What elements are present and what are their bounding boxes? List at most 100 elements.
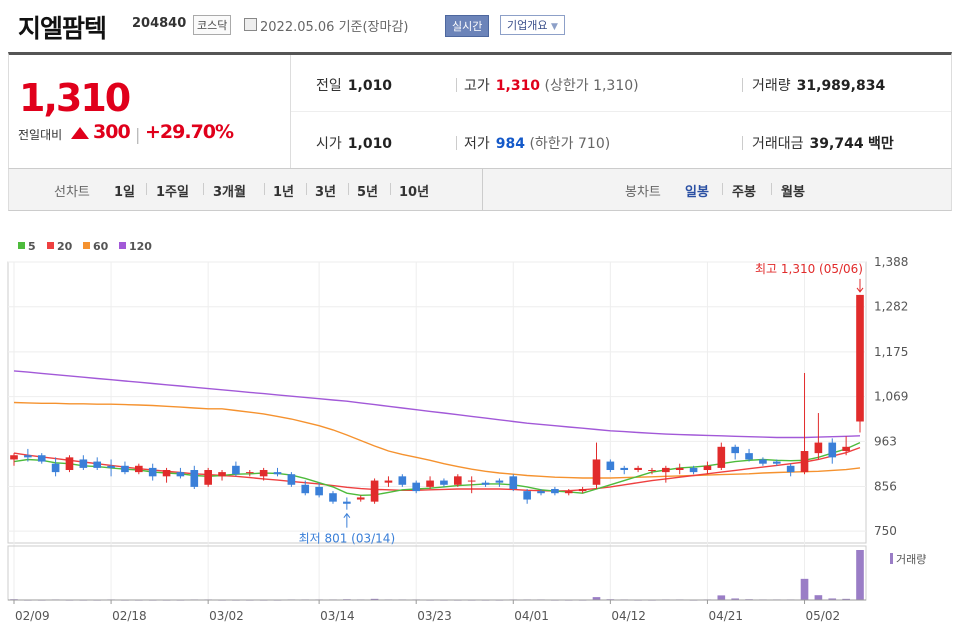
- company-overview-label: 기업개요: [507, 19, 548, 32]
- candle-body: [467, 480, 476, 482]
- y-tick-label: 1,282: [874, 300, 908, 314]
- candle-body: [51, 463, 60, 473]
- candle-body: [551, 488, 559, 494]
- candle-body: [800, 451, 809, 473]
- candle-body: [329, 493, 337, 502]
- low-price: 저가 984 (하한가 710): [464, 133, 610, 153]
- period-3m[interactable]: 3개월: [213, 185, 246, 200]
- divider: [722, 183, 723, 195]
- x-tick-label: 03/23: [417, 609, 452, 623]
- high-price: 고가 1,310 (상한가 1,310): [464, 75, 639, 95]
- candle-body: [37, 455, 46, 462]
- period-1y[interactable]: 1년: [273, 185, 295, 200]
- divider: [146, 183, 147, 195]
- amount-label: 거래대금: [752, 136, 804, 152]
- period-1d[interactable]: 1일: [114, 185, 136, 200]
- period-3y[interactable]: 3년: [315, 185, 337, 200]
- candle-body: [856, 294, 864, 422]
- realtime-button[interactable]: 실시간: [445, 15, 490, 37]
- y-tick-label: 856: [874, 479, 897, 493]
- low-annotation: 최저 801 (03/14): [299, 532, 396, 546]
- candle-body: [703, 465, 712, 471]
- candle-body: [301, 484, 310, 494]
- volume-bar: [800, 578, 809, 600]
- legend-label: 60: [93, 240, 109, 253]
- lower-limit: (하한가 710): [529, 136, 611, 152]
- candle-body: [287, 474, 296, 485]
- volume-bar: [814, 595, 823, 600]
- up-arrow-icon: [71, 127, 89, 139]
- candle-body: [495, 480, 504, 483]
- candle-body: [634, 467, 642, 471]
- legend-swatch: [119, 242, 126, 249]
- legend-label: 120: [129, 240, 152, 253]
- x-tick-label: 03/02: [209, 609, 244, 623]
- x-tick-label: 04/21: [708, 609, 743, 623]
- candle-body: [176, 472, 185, 477]
- candle-body: [523, 491, 531, 500]
- line-chart-label: 선차트: [54, 185, 90, 200]
- candle-body: [717, 446, 726, 468]
- price-chart[interactable]: 1,388 1,282 1,175 1,069 963 856 750 5 20 60 120 최고 …: [0, 211, 953, 625]
- candle-body: [620, 467, 629, 471]
- volume: 거래량 31,989,834: [752, 75, 885, 95]
- candle-body: [648, 470, 656, 472]
- divider: [742, 78, 743, 92]
- plot-area: [7, 261, 867, 544]
- low-label: 저가: [464, 136, 490, 152]
- candle-body: [564, 491, 573, 494]
- x-tick-label: 04/12: [611, 609, 646, 623]
- prev-close: 전일 1,010: [316, 75, 392, 95]
- candle-body: [121, 465, 129, 473]
- candle-body: [440, 480, 448, 485]
- candle-body: [107, 465, 115, 468]
- candle-body: [675, 467, 684, 471]
- period-10y[interactable]: 10년: [399, 185, 430, 200]
- y-tick-label: 1,175: [874, 345, 908, 359]
- candle-body: [786, 465, 795, 473]
- change-percent: +29.70%: [145, 121, 234, 143]
- volume-bar: [717, 595, 726, 600]
- company-overview-dropdown[interactable]: 기업개요 ▼: [500, 15, 565, 35]
- change-value: 300: [93, 121, 131, 143]
- period-5y[interactable]: 5년: [357, 185, 379, 200]
- ma120-line: [13, 370, 861, 439]
- candle-body: [689, 467, 698, 473]
- candle-weekly[interactable]: 주봉: [732, 185, 756, 200]
- high-annotation: 최고 1,310 (05/06): [755, 262, 863, 276]
- divider: [348, 183, 349, 195]
- candle-body: [745, 453, 753, 460]
- candle-body: [24, 455, 32, 458]
- volume-bar: [370, 598, 379, 600]
- legend-label: 20: [57, 240, 73, 253]
- volume-legend-label: 거래량: [896, 553, 926, 566]
- divider: [290, 55, 291, 168]
- legend-label: 5: [28, 240, 36, 253]
- candle-body: [190, 470, 199, 487]
- candle-body: [65, 457, 74, 471]
- prev-close-value: 1,010: [347, 78, 393, 94]
- volume-label: 거래량: [752, 78, 791, 94]
- candle-monthly[interactable]: 월봉: [781, 185, 805, 200]
- divider: [291, 111, 951, 112]
- volume-bar: [592, 597, 601, 600]
- candle-body: [731, 446, 739, 454]
- candle-body: [315, 486, 323, 496]
- candle-body: [426, 480, 434, 487]
- y-tick-label: 1,388: [874, 255, 908, 269]
- amount-unit: 백만: [868, 136, 894, 152]
- divider: [742, 136, 743, 150]
- volume-value: 31,989,834: [796, 78, 886, 94]
- period-1w[interactable]: 1주일: [156, 185, 189, 200]
- x-tick-label: 02/18: [112, 609, 147, 623]
- x-tick-label: 05/02: [806, 609, 841, 623]
- open-price: 시가 1,010: [316, 133, 392, 153]
- candle-body: [135, 465, 143, 473]
- y-tick-label: 750: [874, 524, 897, 538]
- candle-body: [10, 455, 18, 460]
- prev-close-label: 전일: [316, 78, 342, 94]
- candle-daily[interactable]: 일봉: [685, 185, 709, 200]
- candle-body: [842, 446, 850, 452]
- candle-body: [162, 470, 171, 477]
- legend-swatch: [47, 242, 54, 249]
